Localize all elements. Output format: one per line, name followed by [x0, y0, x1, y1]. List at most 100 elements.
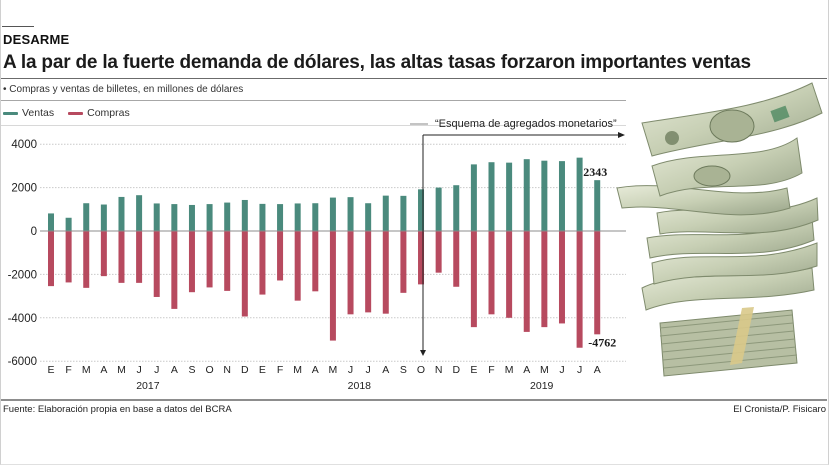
- x-tick-label: O: [205, 364, 213, 376]
- bar-ventas: [329, 197, 336, 231]
- bar-ventas: [435, 187, 442, 231]
- x-tick-label: D: [241, 364, 249, 376]
- bar-compras: [206, 231, 213, 288]
- x-tick-label: M: [293, 364, 302, 376]
- x-tick-label: M: [117, 364, 126, 376]
- year-label: 2019: [530, 380, 554, 392]
- y-tick-label: -4000: [8, 313, 37, 325]
- legend-item-compras: Compras: [68, 107, 130, 119]
- arrow-right-icon: [618, 132, 625, 138]
- x-tick-label: E: [47, 364, 54, 376]
- bar-compras: [365, 231, 372, 313]
- bar-ventas: [100, 204, 107, 231]
- bar-ventas: [65, 217, 72, 231]
- bar-ventas: [83, 203, 90, 231]
- kicker-rule: [2, 26, 34, 27]
- credit-note: El Cronista/P. Fisicaro: [733, 404, 826, 415]
- bar-ventas: [294, 203, 301, 231]
- bar-compras: [541, 231, 548, 328]
- kicker: DESARME: [3, 32, 70, 47]
- x-tick-label: F: [277, 364, 283, 376]
- bar-ventas: [470, 164, 477, 231]
- legend-swatch-ventas: [3, 111, 18, 115]
- bar-ventas: [153, 203, 160, 231]
- x-tick-label: A: [312, 364, 319, 376]
- x-tick-label: N: [223, 364, 231, 376]
- x-tick-label: N: [435, 364, 443, 376]
- bar-compras: [100, 231, 107, 277]
- bar-ventas: [312, 203, 319, 231]
- y-tick-label: -6000: [8, 356, 37, 368]
- x-tick-label: J: [348, 364, 353, 376]
- bar-ventas: [206, 204, 213, 231]
- data-label-compras: -4762: [588, 335, 616, 349]
- x-tick-label: E: [259, 364, 266, 376]
- bar-ventas: [365, 203, 372, 231]
- footer-divider: [1, 399, 827, 401]
- bar-compras: [382, 231, 389, 314]
- legend-label-ventas: Ventas: [22, 107, 55, 119]
- bars: [40, 157, 626, 348]
- bar-ventas: [488, 162, 495, 231]
- x-tick-label: A: [100, 364, 107, 376]
- bar-compras: [400, 231, 407, 293]
- y-tick-label: -2000: [8, 269, 37, 281]
- y-tick-label: 0: [31, 226, 37, 238]
- bar-compras: [136, 231, 143, 283]
- x-tick-label: M: [329, 364, 338, 376]
- legend-swatch-compras: [68, 111, 84, 115]
- bar-ventas: [523, 159, 530, 231]
- x-tick-label: J: [154, 364, 159, 376]
- x-tick-label: F: [65, 364, 71, 376]
- bar-compras: [576, 231, 583, 348]
- x-tick-label: J: [559, 364, 564, 376]
- x-tick-label: D: [452, 364, 460, 376]
- annotation: “Esquema de agregados monetarios”: [410, 118, 625, 356]
- bar-ventas: [558, 161, 565, 231]
- bar-ventas: [224, 202, 231, 231]
- bar-compras: [277, 231, 284, 281]
- bar-ventas: [382, 195, 389, 231]
- bar-compras: [594, 231, 601, 335]
- bar-compras: [48, 231, 54, 287]
- x-tick-label: M: [540, 364, 549, 376]
- bar-compras: [65, 231, 72, 283]
- x-tick-label: S: [400, 364, 407, 376]
- x-tick-label: A: [382, 364, 389, 376]
- bar-compras: [153, 231, 160, 297]
- bar-compras: [329, 231, 336, 341]
- y-axis-ticks: 4000 2000 0 -2000 -4000 -6000: [8, 139, 37, 368]
- bar-ventas: [48, 213, 54, 231]
- annotation-text: “Esquema de agregados monetarios”: [435, 118, 617, 130]
- legend-item-ventas: Ventas: [3, 107, 54, 119]
- x-tick-label: J: [366, 364, 371, 376]
- bar-compras: [523, 231, 530, 332]
- bar-ventas: [277, 204, 284, 231]
- bar-compras: [506, 231, 513, 318]
- bar-ventas: [241, 199, 248, 231]
- bar-compras: [347, 231, 354, 315]
- bar-ventas: [400, 195, 407, 231]
- y-tick-label: 2000: [11, 183, 37, 195]
- bar-compras: [171, 231, 178, 309]
- year-label: 2018: [348, 380, 372, 392]
- arrow-down-icon: [420, 350, 426, 356]
- bar-compras: [294, 231, 301, 301]
- legend: Ventas Compras: [3, 107, 130, 119]
- x-tick-label: E: [470, 364, 477, 376]
- bar-compras: [453, 231, 460, 287]
- bar-compras: [224, 231, 231, 291]
- source-note: Fuente: Elaboración propia en base a dat…: [3, 404, 232, 415]
- x-tick-label: S: [188, 364, 195, 376]
- dollar-bills-stack-illustration: [616, 82, 823, 377]
- bar-ventas: [136, 195, 143, 231]
- bill-stack-base: [659, 307, 798, 377]
- bar-compras: [259, 231, 266, 295]
- bar-ventas: [188, 204, 195, 231]
- bar-compras: [470, 231, 477, 328]
- title-divider: [1, 78, 827, 79]
- bar-ventas: [118, 196, 125, 231]
- bar-ventas: [453, 185, 460, 231]
- bar-ventas: [347, 197, 354, 231]
